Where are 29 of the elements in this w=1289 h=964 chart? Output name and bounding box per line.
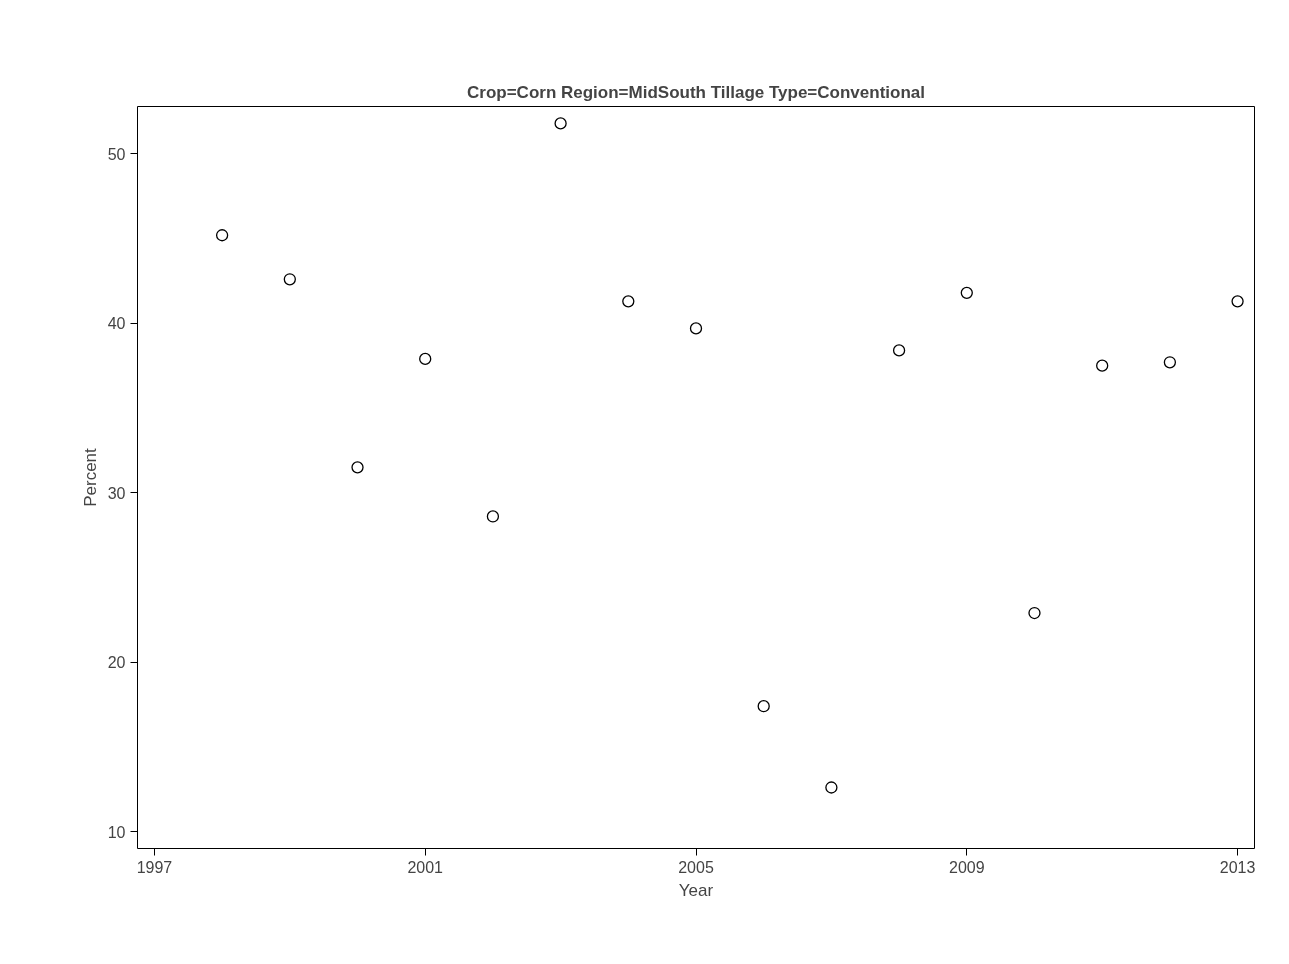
x-axis-title: Year: [678, 880, 714, 900]
y-tick-label: 30: [107, 484, 126, 502]
point: [960, 286, 973, 299]
point: [1231, 295, 1244, 308]
y-tick-label: 20: [107, 654, 126, 672]
x-tick-label: 2005: [678, 858, 714, 876]
y-tick-label: 10: [107, 823, 126, 841]
point: [1163, 356, 1177, 369]
point: [689, 322, 703, 335]
point: [1096, 359, 1109, 372]
point: [486, 510, 500, 523]
point: [554, 117, 567, 130]
point: [419, 352, 432, 366]
y-tick-label: 40: [107, 315, 126, 333]
point: [283, 273, 296, 286]
x-tick-label: 2013: [1219, 858, 1256, 876]
point: [622, 295, 635, 308]
point: [825, 781, 838, 794]
x-tick-label: 2009: [948, 858, 985, 876]
point: [892, 344, 906, 357]
y-axis-title: Percent: [80, 447, 100, 507]
point: [1028, 606, 1041, 620]
x-tick-label: 1997: [136, 858, 173, 876]
chart-title: Crop=Corn Region=MidSouth Tillage Type=Conventional: [467, 82, 925, 102]
y-tick-label: 50: [107, 145, 126, 163]
point: [351, 461, 364, 474]
x-tick-label: 2001: [407, 858, 444, 876]
point: [757, 700, 770, 713]
point: [215, 229, 229, 242]
